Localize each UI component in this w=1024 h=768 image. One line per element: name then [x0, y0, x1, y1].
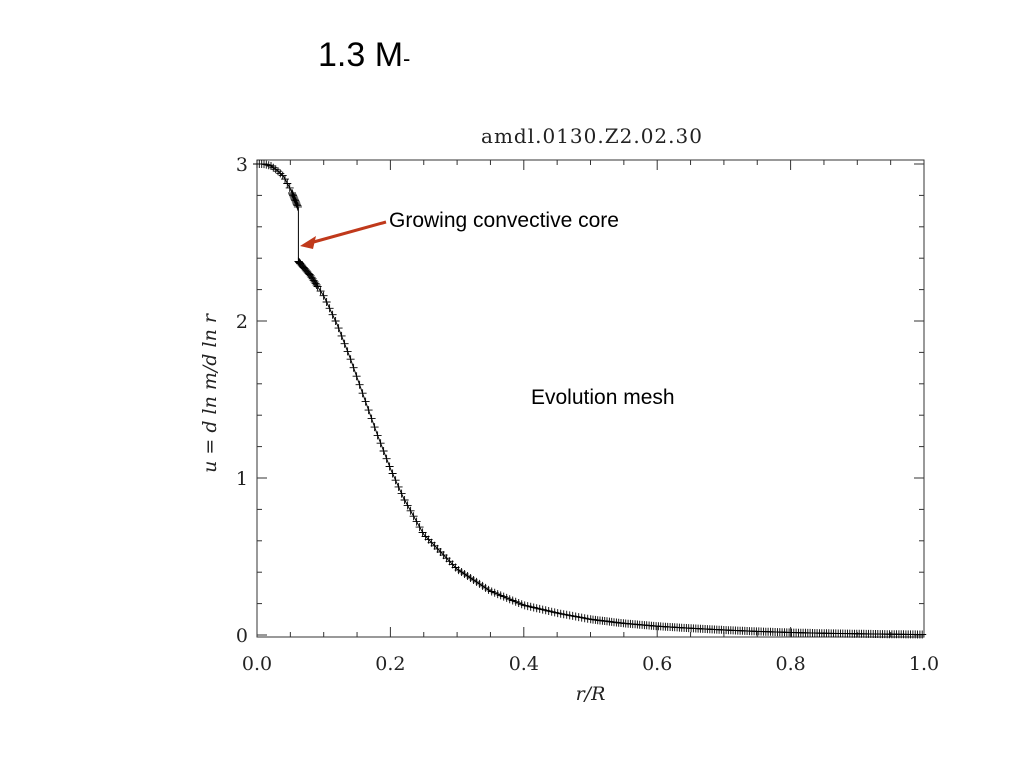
- data-point: [316, 287, 325, 296]
- annotation-mesh: Evolution mesh: [531, 386, 675, 409]
- data-point: [328, 310, 337, 319]
- data-point: [281, 175, 289, 184]
- data-point: [376, 439, 385, 448]
- y-tick-label: 3: [236, 154, 248, 176]
- data-point: [343, 347, 352, 356]
- data-point: [267, 162, 275, 170]
- y-axis-label: u = d ln m/d ln r: [199, 312, 221, 473]
- x-tick-label: 0.2: [375, 653, 405, 675]
- x-tick-label: 0.0: [242, 653, 272, 675]
- data-point: [334, 324, 343, 333]
- annotation-arrow: [300, 220, 387, 249]
- x-tick-label: 0.6: [642, 653, 672, 675]
- x-tick-label: 0.4: [509, 653, 539, 675]
- data-point: [349, 363, 358, 372]
- data-point: [352, 372, 361, 381]
- y-tick-label: 2: [236, 311, 248, 333]
- data-point: [382, 454, 391, 463]
- plot-title: amdl.0130.Z2.02.30: [481, 124, 703, 148]
- data-point: [397, 489, 406, 498]
- data-point: [412, 517, 421, 526]
- annotation-core: Growing convective core: [389, 209, 619, 232]
- y-tick-label: 1: [236, 468, 248, 490]
- arrow-head: [300, 236, 316, 249]
- data-series: [253, 160, 927, 639]
- data-point: [358, 389, 367, 398]
- data-point: [367, 414, 376, 423]
- data-point: [325, 304, 334, 313]
- data-point: [293, 202, 302, 211]
- data-point: [293, 201, 302, 210]
- data-point: [379, 447, 388, 455]
- x-tick-label: 1.0: [909, 653, 939, 675]
- data-point: [409, 512, 418, 521]
- data-point: [331, 317, 340, 325]
- y-tick-label: 0: [236, 625, 248, 647]
- data-point: [415, 523, 424, 532]
- data-point: [260, 160, 268, 169]
- data-point: [285, 183, 294, 192]
- data-point: [346, 355, 355, 364]
- data-point: [313, 282, 322, 291]
- arrow-shaft: [309, 220, 387, 245]
- data-point: [322, 298, 331, 306]
- x-axis-label: r/R: [576, 683, 606, 705]
- data-point: [319, 291, 328, 300]
- data-point: [283, 179, 292, 188]
- data-point: [394, 482, 403, 491]
- slide-title-suffix: -: [403, 46, 411, 71]
- data-point: [406, 506, 415, 515]
- slide-title: 1.3 M-: [318, 36, 410, 75]
- data-point: [388, 469, 397, 478]
- data-point: [385, 462, 394, 471]
- data-point: [391, 476, 400, 485]
- data-point: [403, 501, 412, 510]
- data-point: [361, 397, 370, 406]
- data-point: [312, 281, 321, 289]
- data-point: [364, 406, 373, 415]
- data-point: [918, 630, 927, 639]
- axis-labels: r/R u = d ln m/d ln r: [199, 312, 605, 705]
- data-point: [355, 380, 364, 389]
- data-point: [337, 331, 346, 340]
- data-point: [370, 423, 379, 432]
- x-tick-label: 0.8: [775, 653, 805, 675]
- slide-title-text: 1.3 M: [318, 36, 404, 74]
- axis-ticks: 0.0 0.2 0.4 0.6 0.8 1.0 0 1 2 3: [236, 154, 939, 675]
- data-point: [373, 431, 382, 440]
- data-point: [400, 496, 409, 504]
- data-point: [340, 339, 349, 348]
